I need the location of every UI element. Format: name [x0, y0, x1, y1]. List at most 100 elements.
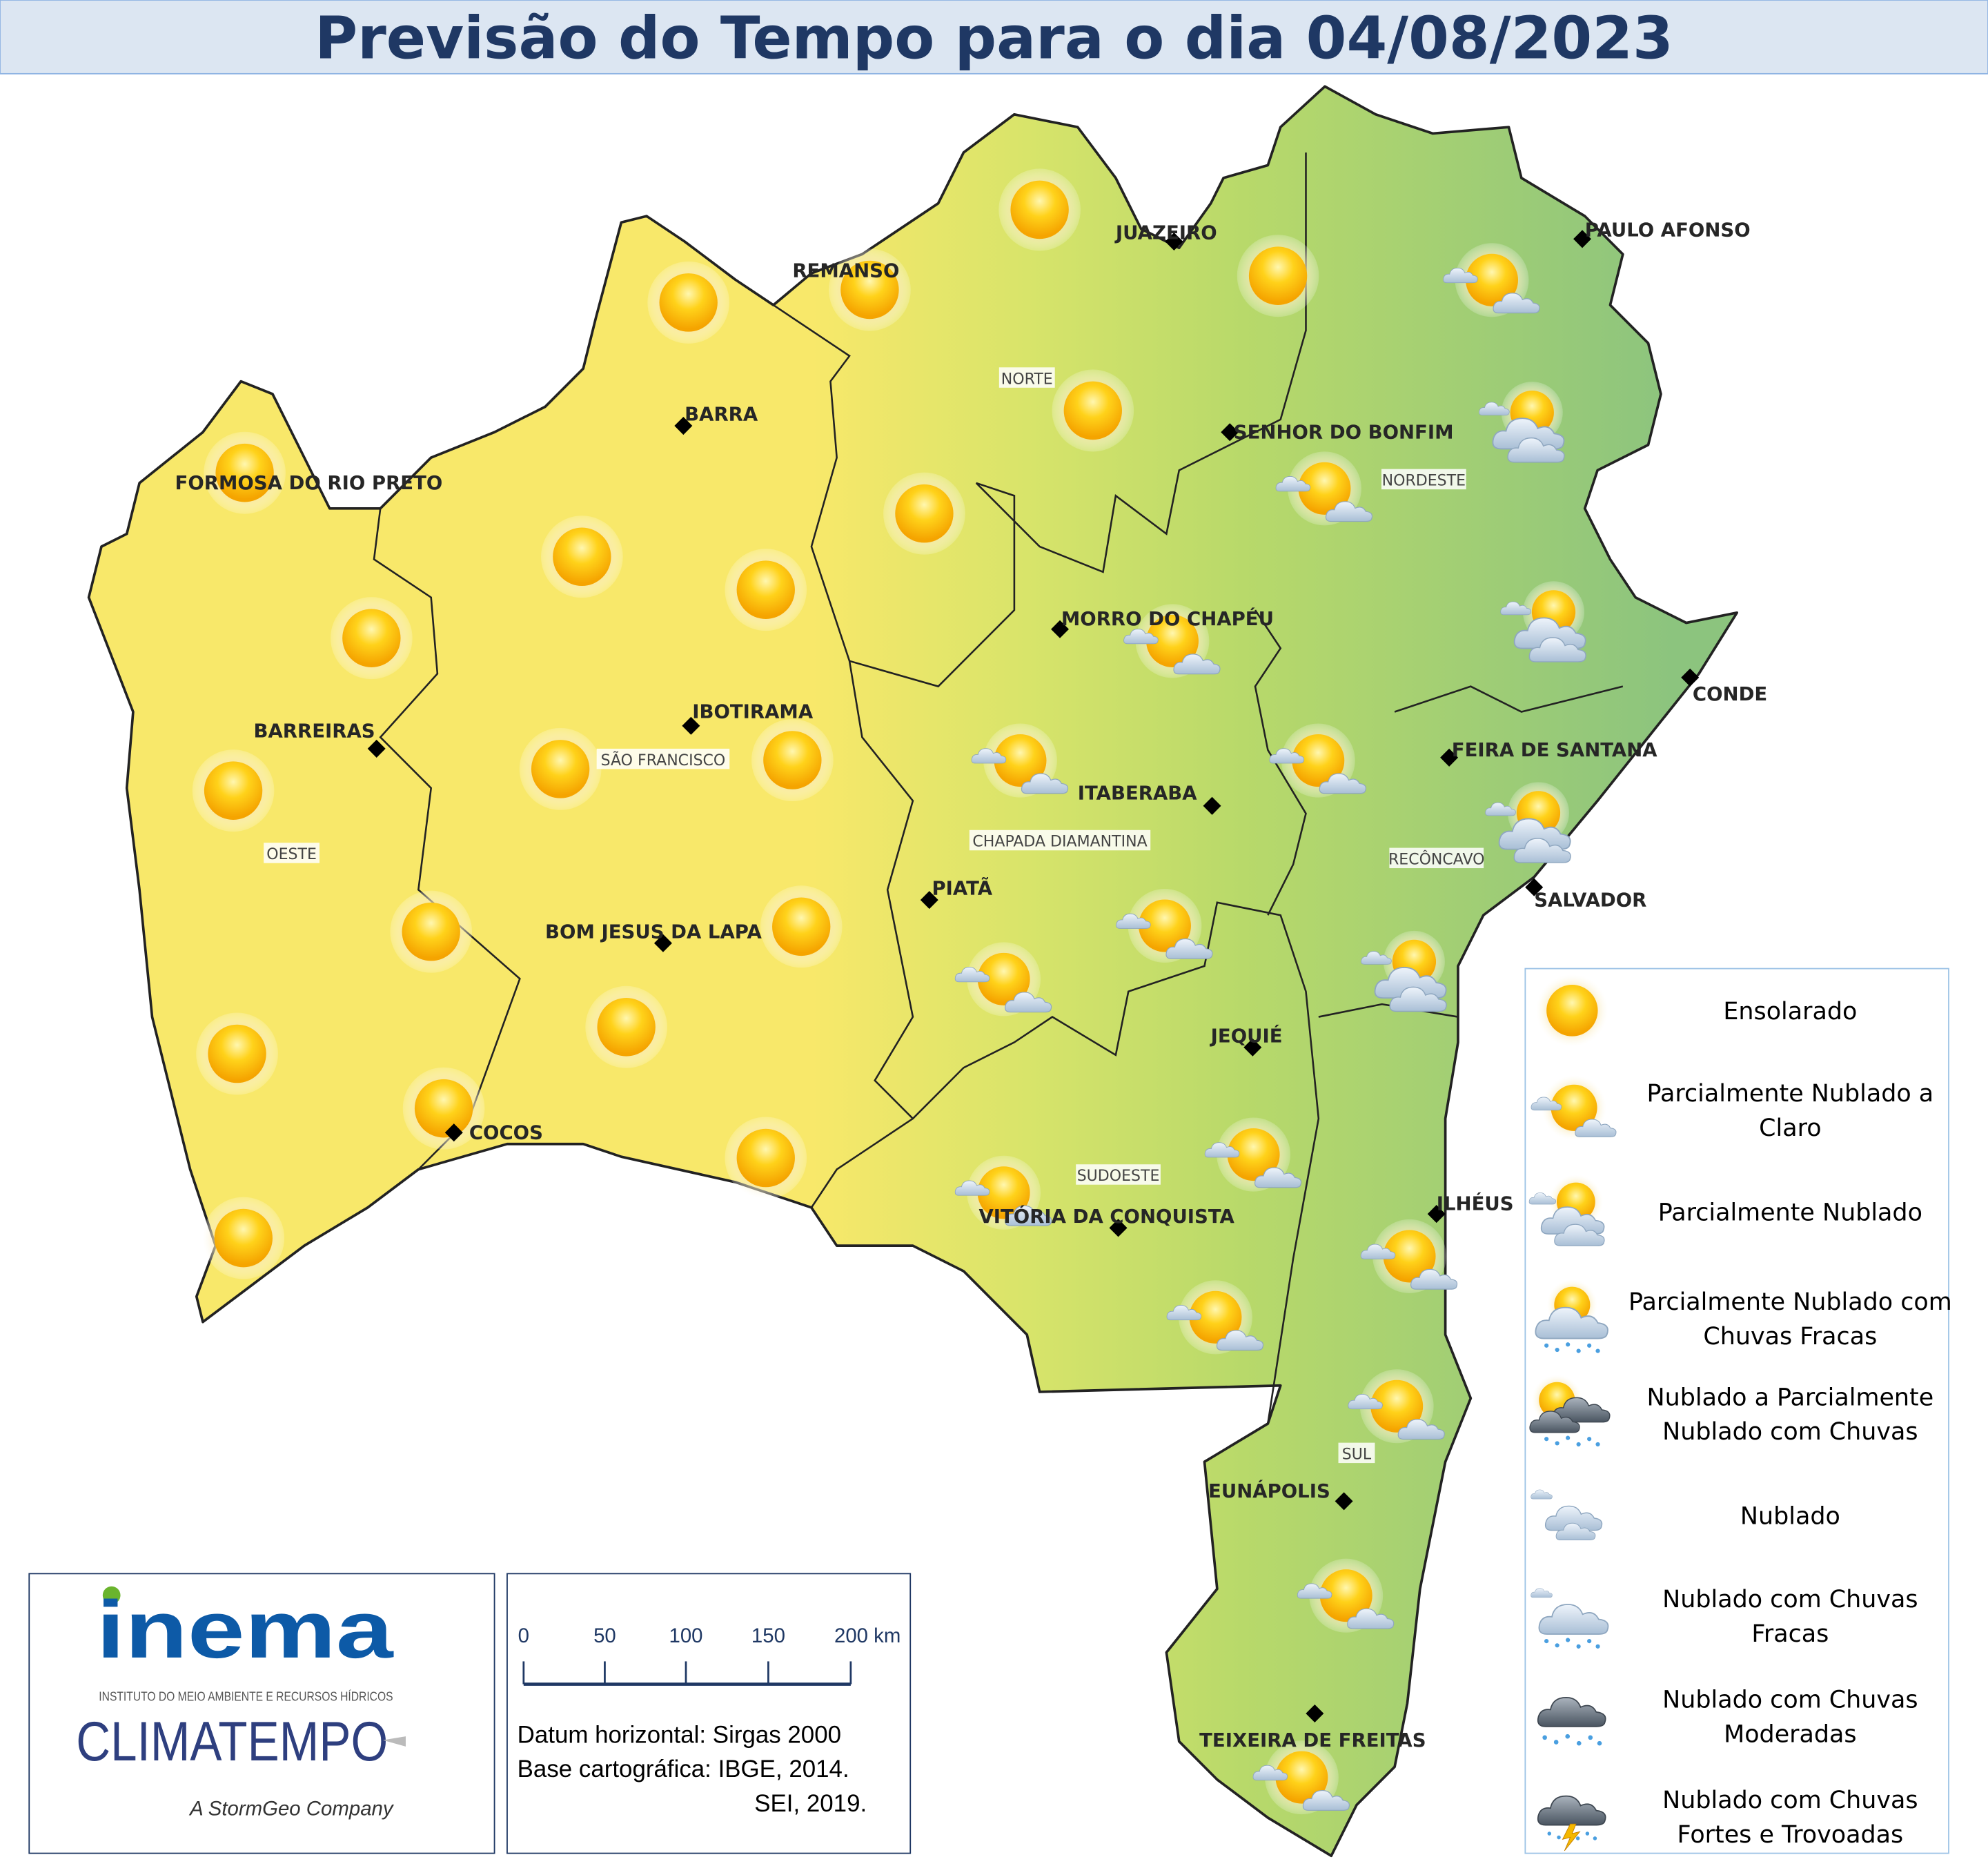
legend-item: Nublado com Chuvas Fracas [1531, 1586, 1918, 1649]
weather-sun-icon [541, 515, 623, 598]
region-label-bg [596, 748, 730, 769]
legend-label: Parcialmente Nublado com [1628, 1288, 1952, 1316]
weather-sun-icon [192, 749, 275, 832]
city-marker-icon [682, 716, 700, 735]
scale-tick-label: 150 [751, 1624, 785, 1647]
legend-item: Nublado [1531, 1489, 1840, 1541]
city-marker-icon [1440, 748, 1459, 767]
city-marker-icon [1681, 668, 1700, 687]
legend-label: Nublado com Chuvas [1662, 1586, 1918, 1613]
scale-tick-label: 50 [593, 1624, 616, 1647]
city-marker-icon [1243, 1038, 1262, 1057]
city-marker-icon [444, 1123, 463, 1142]
region-label: OESTE [266, 846, 317, 863]
region-label-bg [1338, 1442, 1375, 1464]
title-bar [0, 0, 1988, 75]
weather-sun-icon [519, 727, 602, 810]
city-label: EUNÁPOLIS [1208, 1479, 1330, 1502]
region-borders [373, 153, 1624, 1424]
legend-item: Nublado com Chuvas Moderadas [1537, 1687, 1918, 1748]
legend-label: Nublado com Chuvas [1662, 1787, 1918, 1814]
legend-label: Fortes e Trovoadas [1677, 1821, 1904, 1849]
city-label: FEIRA DE SANTANA [1452, 738, 1657, 761]
lightning-icon [1562, 1823, 1581, 1852]
city-label: PIATÃ [932, 876, 992, 900]
region-label: RECÔNCAVO [1388, 851, 1485, 869]
legend-item: Nublado a Parcialmente Nublado com Chuvas [1529, 1375, 1933, 1447]
legend-storm-icon [1537, 1795, 1606, 1852]
city-label: VITÓRIA DA CONQUISTA [978, 1204, 1234, 1228]
weather-sun-icon [883, 472, 965, 555]
region-label: SÃO FRANCISCO [601, 751, 726, 769]
scale-bar [522, 1661, 852, 1686]
scale-tick-label: 200 km [834, 1624, 900, 1647]
legend-item: Parcialmente Nublado a Claro [1531, 1075, 1933, 1142]
legend-label: Claro [1759, 1114, 1821, 1142]
city-marker-icon [1109, 1219, 1128, 1237]
legend-item: Parcialmente Nublado [1528, 1175, 1922, 1246]
climatempo-logo: CLIMATEMPO [76, 1711, 388, 1773]
weather-sun-icon [725, 549, 807, 631]
city-label: REMANSO [792, 259, 899, 282]
region-label-bg [1389, 847, 1484, 869]
city-label: BARRA [685, 403, 758, 426]
city-label: SENHOR DO BONFIM [1234, 420, 1454, 443]
city-label: CONDE [1693, 682, 1767, 705]
scale-box [506, 1573, 912, 1854]
sei-note: SEI, 2019. [754, 1790, 867, 1817]
region-label: NORDESTE [1382, 473, 1466, 490]
region-label-bg [1076, 1164, 1161, 1185]
inema-logo: inema [97, 1584, 395, 1675]
legend-label: Moderadas [1724, 1720, 1857, 1748]
region-label-bg [998, 367, 1055, 388]
inema-logo-dot [102, 1586, 121, 1604]
city-marker-icon [1525, 878, 1544, 896]
city-label: MORRO DO CHAPÉU [1061, 607, 1274, 630]
region-label: NORTE [1001, 371, 1053, 388]
region-label-bg [1381, 469, 1466, 490]
city-marker-icon [1203, 796, 1221, 815]
legend-label: Ensolarado [1723, 998, 1857, 1025]
weather-sun-icon [202, 1197, 285, 1279]
city-label: ITABERABA [1078, 782, 1198, 805]
regions-layer: NORTE NORDESTE SÃO FRANCISCO CHAPADA DIAMAN… [264, 367, 1485, 1464]
legend-sun-icon [1535, 974, 1608, 1047]
city-label: ILHÉUS [1437, 1192, 1514, 1215]
climatempo-subtitle: A StormGeo Company [188, 1797, 395, 1820]
datum-note: Datum horizontal: Sirgas 2000 [518, 1721, 841, 1748]
region-label: SUL [1342, 1446, 1372, 1464]
weather-sun-icon [1237, 235, 1319, 317]
city-marker-icon [1165, 232, 1183, 251]
region-label-bg [969, 829, 1151, 851]
legend-label: Parcialmente Nublado a [1647, 1080, 1934, 1108]
city-label: BARREIRAS [253, 719, 375, 742]
city-label: SALVADOR [1534, 888, 1646, 911]
legend-label: Nublado com Chuvas [1662, 1687, 1918, 1714]
city-label: IBOTIRAMA [692, 700, 814, 723]
region-label: SUDOESTE [1077, 1168, 1160, 1185]
city-marker-icon [1427, 1205, 1446, 1224]
legend-item: Parcialmente Nublado com Chuvas Fracas [1535, 1279, 1952, 1353]
city-label: TEIXEIRA DE FREITAS [1199, 1729, 1426, 1751]
city-label: JEQUIÉ [1210, 1023, 1283, 1047]
weather-sun-icon [725, 1117, 807, 1199]
weather-sun-icon [647, 261, 730, 344]
city-marker-icon [367, 739, 386, 758]
city-label: JUAZEIRO [1114, 221, 1217, 244]
weather-sun-icon [585, 985, 668, 1068]
logo-box [28, 1573, 495, 1854]
city-marker-icon [1051, 620, 1070, 638]
weather-sun-icon [390, 890, 473, 973]
region-label: CHAPADA DIAMANTINA [972, 834, 1147, 851]
inema-subtitle: INSTITUTO DO MEIO AMBIENTE E RECURSOS HÍ… [99, 1689, 393, 1704]
weather-sun-icon [751, 718, 834, 801]
weather-sun-icon [760, 885, 843, 968]
weather-sun-icon [331, 597, 413, 680]
legend-label: Nublado com Chuvas [1662, 1418, 1918, 1446]
city-marker-icon [1573, 230, 1592, 248]
climatempo-logo-mark [382, 1736, 406, 1747]
legend-item: Nublado com Chuvas Fortes e Trovoadas [1537, 1787, 1918, 1852]
weather-sun-icon [196, 1012, 278, 1095]
